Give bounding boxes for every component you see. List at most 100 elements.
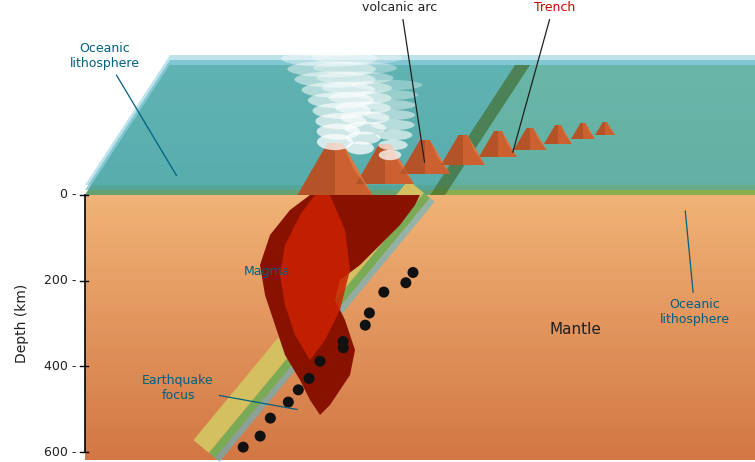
Polygon shape [156,80,505,86]
Polygon shape [430,140,450,174]
Polygon shape [85,200,755,204]
Polygon shape [109,153,458,158]
Polygon shape [85,416,755,420]
Polygon shape [478,117,755,122]
Polygon shape [508,70,755,75]
Polygon shape [85,371,755,376]
Circle shape [265,413,276,424]
Polygon shape [163,70,512,75]
Polygon shape [430,190,755,195]
Polygon shape [146,96,495,101]
Polygon shape [430,55,755,185]
Polygon shape [85,442,755,447]
Ellipse shape [294,71,375,88]
Polygon shape [85,65,515,195]
Polygon shape [119,138,467,143]
Polygon shape [85,385,755,389]
Polygon shape [167,65,515,70]
Polygon shape [481,112,755,117]
Polygon shape [85,60,515,190]
Polygon shape [133,117,481,122]
Circle shape [315,356,325,367]
Ellipse shape [273,19,391,36]
Polygon shape [461,143,755,148]
Polygon shape [215,198,435,462]
Polygon shape [85,270,755,274]
Polygon shape [505,75,755,80]
Polygon shape [502,131,517,157]
Polygon shape [533,128,547,150]
Polygon shape [85,447,755,451]
Polygon shape [136,112,485,117]
Polygon shape [85,292,755,297]
Polygon shape [467,135,485,165]
Polygon shape [471,128,755,133]
Polygon shape [85,190,433,195]
Polygon shape [85,451,755,456]
Polygon shape [85,425,755,429]
Polygon shape [85,350,755,354]
Text: 0 -: 0 - [60,188,76,201]
Polygon shape [437,179,755,185]
Polygon shape [447,164,755,169]
Polygon shape [85,248,755,252]
Polygon shape [95,174,444,179]
Polygon shape [85,297,755,301]
Polygon shape [85,310,755,314]
Ellipse shape [316,123,360,140]
Polygon shape [488,101,755,107]
Text: Mantle: Mantle [549,322,601,338]
Polygon shape [85,288,755,292]
Polygon shape [106,158,454,164]
Circle shape [283,396,294,407]
Polygon shape [479,131,498,157]
Ellipse shape [359,100,416,110]
Polygon shape [143,101,492,107]
Polygon shape [85,407,755,412]
Polygon shape [85,389,755,394]
Polygon shape [356,144,385,184]
Circle shape [254,431,266,442]
Polygon shape [149,91,498,96]
Polygon shape [85,195,755,200]
Polygon shape [85,252,755,257]
Text: Tonga
Trench: Tonga Trench [513,0,575,152]
Polygon shape [85,283,755,288]
Polygon shape [160,75,508,80]
Polygon shape [444,169,755,174]
Polygon shape [85,204,755,208]
Polygon shape [585,123,595,139]
Text: Magma: Magma [244,266,290,279]
Polygon shape [513,128,547,150]
Polygon shape [441,135,463,165]
Ellipse shape [346,132,381,145]
Ellipse shape [311,51,402,65]
Polygon shape [571,123,583,139]
Ellipse shape [316,113,366,129]
Ellipse shape [281,50,378,67]
Polygon shape [140,107,488,112]
Polygon shape [512,65,755,70]
Polygon shape [441,135,485,165]
Polygon shape [193,180,424,453]
Polygon shape [85,274,755,279]
Text: 400 -: 400 - [44,360,76,373]
Circle shape [359,320,371,331]
Polygon shape [85,319,755,323]
Polygon shape [430,60,755,190]
Polygon shape [112,148,461,153]
Polygon shape [85,301,755,305]
Polygon shape [85,217,755,221]
Ellipse shape [288,61,376,77]
Polygon shape [85,336,755,341]
Polygon shape [85,420,755,425]
Polygon shape [474,122,755,128]
Polygon shape [85,402,755,407]
Text: Oceanic
lithosphere: Oceanic lithosphere [660,211,730,326]
Polygon shape [85,305,755,310]
Circle shape [304,373,315,384]
Polygon shape [85,381,755,385]
Polygon shape [430,65,530,195]
Polygon shape [85,226,755,231]
Polygon shape [495,91,755,96]
